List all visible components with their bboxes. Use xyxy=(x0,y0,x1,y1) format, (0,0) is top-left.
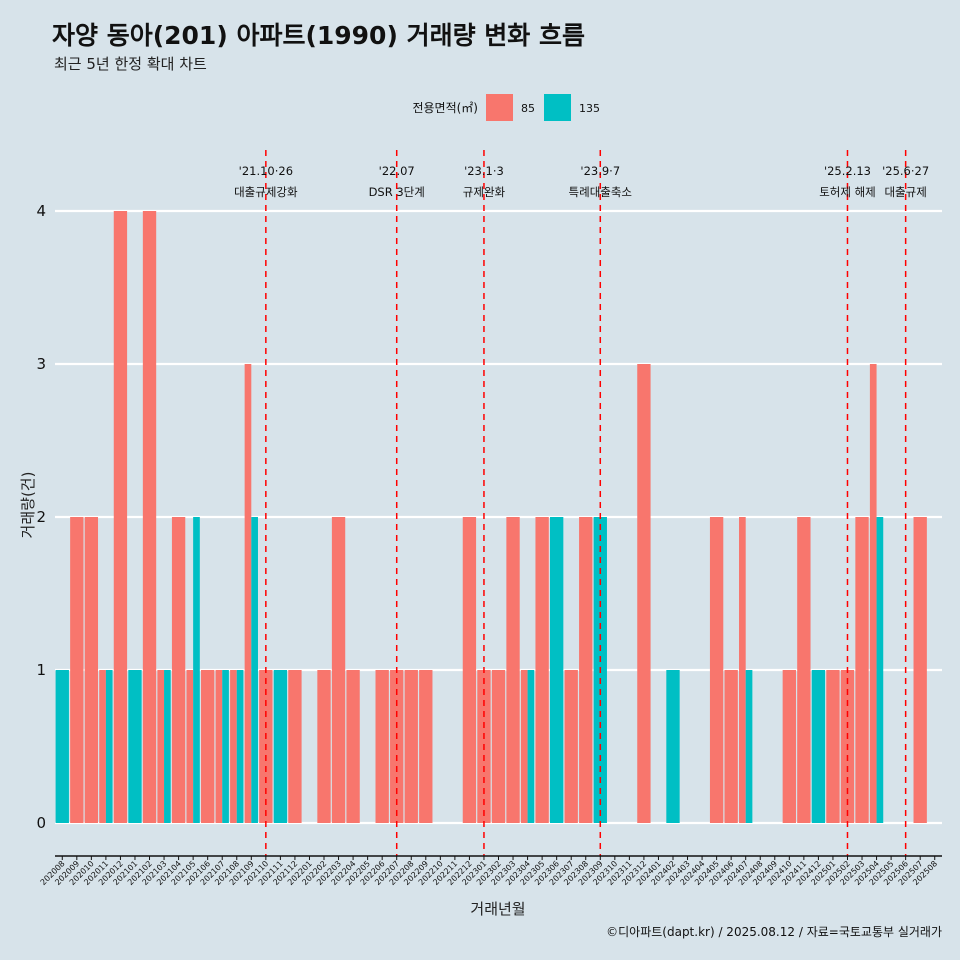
bar-135-202107 xyxy=(222,670,229,823)
bar-135-202111 xyxy=(273,670,288,823)
bar-85-202104 xyxy=(171,517,186,823)
bar-135-202306 xyxy=(549,517,564,823)
event-lines: '21.10·26 대출규제강화 '22.07 DSR 3단계 '23.1·3 규제완화 '… xyxy=(234,150,929,856)
bar-85-202208 xyxy=(404,670,418,823)
legend: 전용면적(㎡) 85 135 xyxy=(412,94,600,121)
bar-85-202106 xyxy=(201,670,215,823)
chart-title: 자양 동아(201) 아파트(1990) 거래량 변화 흐름 xyxy=(52,21,585,50)
x-axis: 2020082020092020102020112020122021012021… xyxy=(39,855,942,887)
bar-135-202008 xyxy=(55,670,69,823)
bar-135-202407 xyxy=(745,670,753,823)
bar-85-202501 xyxy=(826,670,840,823)
bar-135-202108 xyxy=(236,670,244,823)
bar-85-202102 xyxy=(142,211,157,823)
bar-85-202303 xyxy=(506,517,520,823)
bar-85-202503 xyxy=(855,517,869,823)
bar-85-202108 xyxy=(230,670,237,823)
chart-subtitle: 최근 5년 한정 확대 차트 xyxy=(54,55,207,73)
bar-135-202103 xyxy=(164,670,171,823)
event-label-202207-1: DSR 3단계 xyxy=(369,185,425,199)
event-label-202301-1: 규제완화 xyxy=(463,185,506,199)
legend-swatch-85 xyxy=(486,94,513,121)
bar-135-202504 xyxy=(876,517,884,823)
bar-135-202402 xyxy=(666,670,680,823)
event-label-202502-1: 토허제 해제 xyxy=(819,185,876,199)
bar-85-202312 xyxy=(637,364,651,823)
bar-85-202203 xyxy=(331,517,346,823)
bar-85-202212 xyxy=(462,517,477,823)
bar-85-202103 xyxy=(157,670,165,823)
bar-85-202405 xyxy=(709,517,724,823)
event-label-202301-0: '23.1·3 xyxy=(464,164,504,178)
bar-135-202412 xyxy=(811,670,826,823)
bar-85-202302 xyxy=(491,670,506,823)
bar-85-202410 xyxy=(782,670,796,823)
legend-label-85: 85 xyxy=(521,102,535,115)
bars xyxy=(55,211,927,823)
bar-85-202308 xyxy=(579,517,593,823)
legend-label-135: 135 xyxy=(579,102,600,115)
y-tick-label-0: 0 xyxy=(36,814,46,832)
bar-135-202011 xyxy=(105,670,113,823)
y-axis-label: 거래량(건) xyxy=(19,472,37,539)
y-tick-label-3: 3 xyxy=(36,355,46,373)
event-label-202506-1: 대출규제 xyxy=(884,185,926,199)
bar-85-202202 xyxy=(317,670,331,823)
bar-85-202009 xyxy=(70,517,84,823)
y-tick-label-4: 4 xyxy=(36,202,46,220)
bar-85-202209 xyxy=(419,670,433,823)
event-label-202506-0: '25.6·27 xyxy=(882,164,929,178)
bar-85-202407 xyxy=(739,517,746,823)
y-tick-label-1: 1 xyxy=(36,661,46,679)
bar-85-202305 xyxy=(535,517,549,823)
x-axis-label: 거래년월 xyxy=(470,900,525,918)
bar-85-202010 xyxy=(84,517,99,823)
event-label-202502-0: '25.2.13 xyxy=(824,164,871,178)
event-label-202309-0: '23.9·7 xyxy=(580,164,620,178)
bar-135-202105 xyxy=(193,517,200,823)
bar-85-202204 xyxy=(346,670,360,823)
bar-85-202011 xyxy=(99,670,106,823)
bar-85-202109 xyxy=(244,364,252,823)
bar-85-202307 xyxy=(564,670,578,823)
bar-85-202304 xyxy=(520,670,528,823)
y-axis: 0 1 2 3 4 xyxy=(36,202,46,832)
bar-135-202101 xyxy=(128,670,142,823)
caption: ©디아파트(dapt.kr) / 2025.08.12 / 자료=국토교통부 실… xyxy=(606,925,942,939)
legend-swatch-135 xyxy=(544,94,571,121)
bar-85-202206 xyxy=(375,670,389,823)
event-label-202110-1: 대출규제강화 xyxy=(234,185,298,199)
bar-135-202304 xyxy=(527,670,535,823)
event-label-202207-0: '22.07 xyxy=(379,164,415,178)
bar-85-202107 xyxy=(215,670,223,823)
bar-135-202109 xyxy=(251,517,258,823)
bar-85-202406 xyxy=(724,670,738,823)
bar-85-202507 xyxy=(913,517,927,823)
bar-85-202112 xyxy=(288,670,302,823)
bar-85-202105 xyxy=(186,670,194,823)
event-label-202110-0: '21.10·26 xyxy=(239,164,293,178)
legend-title: 전용면적(㎡) xyxy=(412,101,478,115)
y-tick-label-2: 2 xyxy=(36,508,46,526)
bar-85-202411 xyxy=(797,517,811,823)
event-label-202309-1: 특례대출축소 xyxy=(569,185,632,199)
bar-85-202012 xyxy=(113,211,128,823)
bar-85-202504 xyxy=(869,364,877,823)
